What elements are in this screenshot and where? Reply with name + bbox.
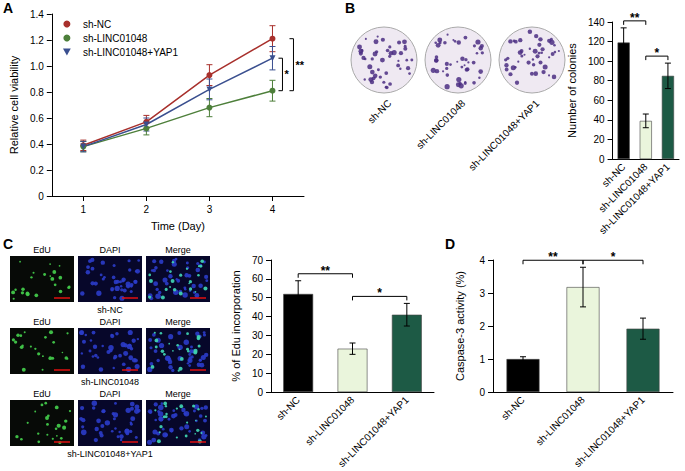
svg-text:0: 0 bbox=[38, 191, 44, 202]
svg-text:**: ** bbox=[295, 59, 304, 71]
svg-text:sh-LINC01048+YAP1: sh-LINC01048+YAP1 bbox=[597, 161, 672, 236]
svg-text:sh-LINC01048+YAP1: sh-LINC01048+YAP1 bbox=[466, 97, 541, 172]
svg-text:DAPI: DAPI bbox=[99, 317, 120, 327]
svg-text:*: * bbox=[655, 46, 660, 60]
svg-text:sh-LINC01048+YAP1: sh-LINC01048+YAP1 bbox=[67, 449, 153, 459]
svg-text:% of Edu incorporation: % of Edu incorporation bbox=[230, 270, 242, 381]
svg-text:100: 100 bbox=[588, 56, 605, 67]
svg-text:0: 0 bbox=[479, 387, 485, 398]
svg-text:sh-LINC01048+YAP1: sh-LINC01048+YAP1 bbox=[336, 394, 411, 469]
svg-text:*: * bbox=[284, 68, 289, 80]
svg-text:0.8: 0.8 bbox=[30, 87, 44, 98]
svg-text:sh-LINC01048+YAP1: sh-LINC01048+YAP1 bbox=[572, 394, 647, 469]
svg-text:sh-LINC01048: sh-LINC01048 bbox=[83, 33, 148, 44]
svg-text:sh-LINC01048: sh-LINC01048 bbox=[534, 394, 588, 448]
svg-text:70: 70 bbox=[252, 255, 264, 266]
svg-text:DAPI: DAPI bbox=[99, 245, 120, 255]
svg-text:sh-NC: sh-NC bbox=[97, 305, 123, 315]
svg-text:3: 3 bbox=[479, 288, 485, 299]
svg-text:0.4: 0.4 bbox=[30, 139, 44, 150]
svg-text:sh-LINC01048+YAP1: sh-LINC01048+YAP1 bbox=[83, 47, 179, 58]
svg-text:EdU: EdU bbox=[33, 389, 51, 399]
svg-text:1: 1 bbox=[81, 204, 87, 215]
svg-text:1: 1 bbox=[479, 354, 485, 365]
svg-text:sh-NC: sh-NC bbox=[274, 394, 302, 422]
svg-text:*: * bbox=[611, 250, 616, 264]
svg-text:**: ** bbox=[548, 250, 558, 264]
svg-text:10: 10 bbox=[252, 368, 264, 379]
svg-text:1.4: 1.4 bbox=[30, 9, 44, 20]
svg-text:0: 0 bbox=[257, 387, 263, 398]
html-text:B: B bbox=[345, 0, 356, 16]
svg-text:EdU: EdU bbox=[33, 317, 51, 327]
svg-text:Time (Day): Time (Day) bbox=[151, 220, 205, 232]
svg-text:1.2: 1.2 bbox=[30, 35, 44, 46]
svg-text:2: 2 bbox=[479, 321, 485, 332]
svg-text:2: 2 bbox=[144, 204, 150, 215]
svg-text:80: 80 bbox=[593, 75, 605, 86]
svg-text:4: 4 bbox=[270, 204, 276, 215]
svg-text:40: 40 bbox=[593, 114, 605, 125]
svg-text:DAPI: DAPI bbox=[99, 389, 120, 399]
svg-text:Merge: Merge bbox=[165, 245, 191, 255]
svg-text:120: 120 bbox=[588, 36, 605, 47]
svg-text:140: 140 bbox=[588, 17, 605, 28]
svg-text:1.0: 1.0 bbox=[30, 61, 44, 72]
svg-text:Merge: Merge bbox=[165, 317, 191, 327]
svg-text:Number of colonies: Number of colonies bbox=[566, 43, 578, 138]
svg-text:40: 40 bbox=[252, 311, 264, 322]
svg-text:60: 60 bbox=[252, 273, 264, 284]
svg-text:30: 30 bbox=[252, 330, 264, 341]
svg-text:sh-NC: sh-NC bbox=[83, 19, 111, 30]
svg-text:sh-LINC01048: sh-LINC01048 bbox=[303, 394, 357, 448]
svg-text:sh-NC: sh-NC bbox=[599, 161, 628, 189]
svg-text:4: 4 bbox=[479, 255, 485, 266]
svg-text:20: 20 bbox=[593, 134, 605, 145]
html-text:A: A bbox=[3, 0, 14, 16]
svg-text:*: * bbox=[377, 286, 382, 300]
svg-text:0.6: 0.6 bbox=[30, 113, 44, 124]
svg-text:sh-NC: sh-NC bbox=[499, 394, 527, 422]
svg-text:0: 0 bbox=[599, 154, 605, 165]
html-text:D: D bbox=[445, 236, 456, 252]
svg-text:0.2: 0.2 bbox=[30, 165, 44, 176]
svg-text:sh-LINC01048: sh-LINC01048 bbox=[414, 97, 468, 151]
svg-text:**: ** bbox=[321, 264, 331, 278]
svg-text:sh-LINC01048: sh-LINC01048 bbox=[81, 377, 139, 387]
svg-text:Relative cell viability: Relative cell viability bbox=[8, 55, 20, 154]
svg-text:EdU: EdU bbox=[33, 245, 51, 255]
svg-text:20: 20 bbox=[252, 349, 264, 360]
svg-text:**: ** bbox=[630, 11, 640, 25]
svg-text:50: 50 bbox=[252, 292, 264, 303]
svg-text:Caspase-3 activity (%): Caspase-3 activity (%) bbox=[454, 271, 466, 381]
svg-text:3: 3 bbox=[207, 204, 213, 215]
svg-text:sh-NC: sh-NC bbox=[366, 98, 394, 126]
svg-text:Merge: Merge bbox=[165, 389, 191, 399]
html-text:C: C bbox=[3, 236, 14, 252]
svg-text:60: 60 bbox=[593, 95, 605, 106]
